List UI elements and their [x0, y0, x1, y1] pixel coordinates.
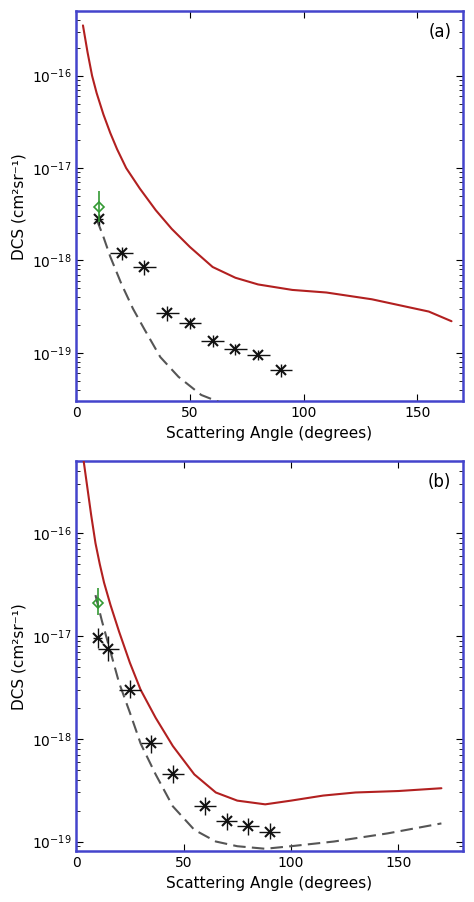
X-axis label: Scattering Angle (degrees): Scattering Angle (degrees) — [166, 876, 373, 891]
X-axis label: Scattering Angle (degrees): Scattering Angle (degrees) — [166, 426, 373, 440]
Text: (b): (b) — [428, 474, 451, 491]
Y-axis label: DCS (cm²sr⁻¹): DCS (cm²sr⁻¹) — [11, 603, 26, 710]
Text: (a): (a) — [428, 23, 451, 41]
Y-axis label: DCS (cm²sr⁻¹): DCS (cm²sr⁻¹) — [11, 152, 26, 260]
